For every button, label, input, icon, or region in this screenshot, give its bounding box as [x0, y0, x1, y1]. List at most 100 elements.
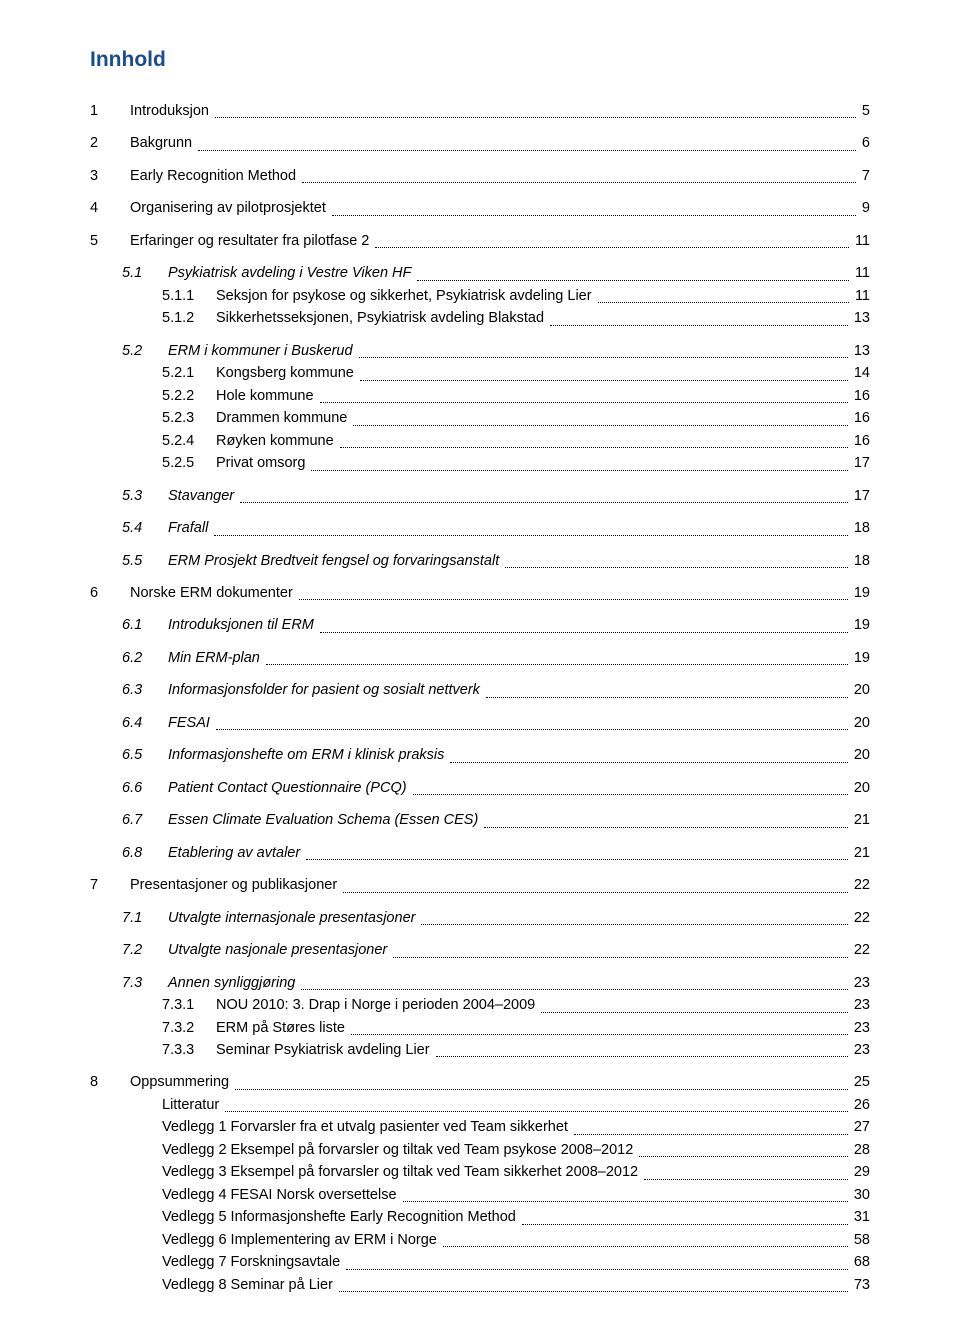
toc-entry-number: 5.2.5 — [162, 452, 216, 474]
toc-entry[interactable]: Vedlegg 7 Forskningsavtale68 — [90, 1251, 870, 1273]
toc-entry-number: 4 — [90, 197, 130, 219]
toc-entry-number: 7 — [90, 874, 130, 896]
toc-entry-page: 22 — [851, 874, 870, 896]
toc-entry-label: Informasjonsfolder for pasient og sosial… — [168, 679, 483, 701]
toc-entry-number: 7.2 — [122, 939, 168, 961]
toc-entry[interactable]: 6.2Min ERM-plan19 — [90, 647, 870, 669]
toc-entry-page: 28 — [851, 1139, 870, 1161]
toc-leader-dots — [215, 117, 856, 118]
toc-entry[interactable]: 5.1Psykiatrisk avdeling i Vestre Viken H… — [90, 262, 870, 284]
toc-entry[interactable]: 6.8Etablering av avtaler21 — [90, 842, 870, 864]
toc-entry[interactable]: 6.5Informasjonshefte om ERM i klinisk pr… — [90, 744, 870, 766]
toc-entry-number: 6.4 — [122, 712, 168, 734]
toc-leader-dots — [235, 1089, 848, 1090]
toc-entry[interactable]: 4Organisering av pilotprosjektet9 — [90, 197, 870, 219]
toc-entry[interactable]: 6.6Patient Contact Questionnaire (PCQ)20 — [90, 777, 870, 799]
toc-entry[interactable]: 5.2.5Privat omsorg17 — [90, 452, 870, 474]
toc-entry-page: 14 — [851, 362, 870, 384]
toc-entry[interactable]: Vedlegg 2 Eksempel på forvarsler og tilt… — [90, 1139, 870, 1161]
toc-entry[interactable]: 7.3Annen synliggjøring23 — [90, 972, 870, 994]
toc-leader-dots — [541, 1012, 848, 1013]
toc-entry-label: Annen synliggjøring — [168, 972, 298, 994]
toc-entry-label: Informasjonshefte om ERM i klinisk praks… — [168, 744, 447, 766]
toc-entry[interactable]: 5Erfaringer og resultater fra pilotfase … — [90, 230, 870, 252]
toc-entry-number: 5.1 — [122, 262, 168, 284]
toc-leader-dots — [240, 502, 848, 503]
toc-entry-label: Vedlegg 8 Seminar på Lier — [162, 1274, 336, 1296]
toc-leader-dots — [216, 729, 848, 730]
toc-entry-label: Sikkerhetsseksjonen, Psykiatrisk avdelin… — [216, 307, 547, 329]
toc-entry-label: Essen Climate Evaluation Schema (Essen C… — [168, 809, 481, 831]
toc-entry[interactable]: 5.1.2Sikkerhetsseksjonen, Psykiatrisk av… — [90, 307, 870, 329]
toc-leader-dots — [311, 470, 847, 471]
toc-entry[interactable]: 6.3Informasjonsfolder for pasient og sos… — [90, 679, 870, 701]
toc-entry-page: 21 — [851, 842, 870, 864]
toc-entry[interactable]: Vedlegg 1 Forvarsler fra et utvalg pasie… — [90, 1116, 870, 1138]
toc-entry-label: Min ERM-plan — [168, 647, 263, 669]
toc-entry-page: 23 — [851, 994, 870, 1016]
toc-entry[interactable]: Vedlegg 3 Eksempel på forvarsler og tilt… — [90, 1161, 870, 1183]
toc-entry-label: Vedlegg 3 Eksempel på forvarsler og tilt… — [162, 1161, 641, 1183]
toc-entry[interactable]: 6.1Introduksjonen til ERM19 — [90, 614, 870, 636]
toc-entry-label: Introduksjonen til ERM — [168, 614, 317, 636]
toc-leader-dots — [484, 827, 848, 828]
toc-entry-number: 6.8 — [122, 842, 168, 864]
toc-entry[interactable]: 5.2.4Røyken kommune16 — [90, 430, 870, 452]
toc-entry-number: 3 — [90, 165, 130, 187]
toc-entry[interactable]: Vedlegg 5 Informasjonshefte Early Recogn… — [90, 1206, 870, 1228]
toc-entry[interactable]: Litteratur26 — [90, 1094, 870, 1116]
toc-leader-dots — [522, 1224, 848, 1225]
toc-entry-label: Oppsummering — [130, 1071, 232, 1093]
toc-leader-dots — [351, 1034, 848, 1035]
toc-entry[interactable]: 5.5ERM Prosjekt Bredtveit fengsel og for… — [90, 550, 870, 572]
toc-entry[interactable]: 5.2.2Hole kommune16 — [90, 385, 870, 407]
toc-entry[interactable]: 7.3.2ERM på Støres liste23 — [90, 1017, 870, 1039]
toc-entry[interactable]: 8Oppsummering25 — [90, 1071, 870, 1093]
toc-entry[interactable]: Vedlegg 8 Seminar på Lier73 — [90, 1274, 870, 1296]
toc-entry[interactable]: 3Early Recognition Method7 — [90, 165, 870, 187]
toc-entry-page: 20 — [851, 712, 870, 734]
toc-entry[interactable]: 7.1Utvalgte internasjonale presentasjone… — [90, 907, 870, 929]
toc-page: Innhold 1Introduksjon52Bakgrunn63Early R… — [0, 0, 960, 1344]
toc-entry-page: 19 — [851, 614, 870, 636]
toc-leader-dots — [421, 924, 847, 925]
toc-entry[interactable]: 7.2Utvalgte nasjonale presentasjoner22 — [90, 939, 870, 961]
toc-entry-label: Vedlegg 6 Implementering av ERM i Norge — [162, 1229, 440, 1251]
toc-entry-page: 26 — [851, 1094, 870, 1116]
toc-entry[interactable]: Vedlegg 6 Implementering av ERM i Norge5… — [90, 1229, 870, 1251]
toc-entry-page: 9 — [859, 197, 870, 219]
toc-entry[interactable]: 7Presentasjoner og publikasjoner22 — [90, 874, 870, 896]
toc-entry-page: 23 — [851, 1017, 870, 1039]
toc-entry[interactable]: 6.4FESAI20 — [90, 712, 870, 734]
toc-entry-number: 5.2.3 — [162, 407, 216, 429]
toc-entry[interactable]: 5.4Frafall18 — [90, 517, 870, 539]
toc-leader-dots — [375, 247, 849, 248]
toc-entry[interactable]: 6Norske ERM dokumenter19 — [90, 582, 870, 604]
toc-leader-dots — [198, 150, 856, 151]
toc-leader-dots — [353, 425, 848, 426]
toc-leader-dots — [598, 302, 849, 303]
toc-entry-label: Vedlegg 7 Forskningsavtale — [162, 1251, 343, 1273]
toc-entry[interactable]: 2Bakgrunn6 — [90, 132, 870, 154]
toc-entry-number: 5.1.1 — [162, 285, 216, 307]
toc-entry-label: Psykiatrisk avdeling i Vestre Viken HF — [168, 262, 414, 284]
toc-entry[interactable]: Vedlegg 4 FESAI Norsk oversettelse30 — [90, 1184, 870, 1206]
toc-entry-page: 27 — [851, 1116, 870, 1138]
toc-entry[interactable]: 5.2.1Kongsberg kommune14 — [90, 362, 870, 384]
toc-entry[interactable]: 5.3Stavanger17 — [90, 485, 870, 507]
toc-entry-number: 5.3 — [122, 485, 168, 507]
toc-entry-label: ERM i kommuner i Buskerud — [168, 340, 356, 362]
toc-entry-label: Bakgrunn — [130, 132, 195, 154]
toc-entry[interactable]: 7.3.3Seminar Psykiatrisk avdeling Lier23 — [90, 1039, 870, 1061]
toc-leader-dots — [346, 1269, 848, 1270]
toc-entry[interactable]: 5.2.3Drammen kommune16 — [90, 407, 870, 429]
toc-entry[interactable]: 5.2ERM i kommuner i Buskerud13 — [90, 340, 870, 362]
toc-entry[interactable]: 6.7Essen Climate Evaluation Schema (Esse… — [90, 809, 870, 831]
toc-entry-number: 6.7 — [122, 809, 168, 831]
toc-entry-page: 20 — [851, 744, 870, 766]
toc-entry-page: 30 — [851, 1184, 870, 1206]
toc-entry[interactable]: 7.3.1NOU 2010: 3. Drap i Norge i periode… — [90, 994, 870, 1016]
toc-entry[interactable]: 5.1.1Seksjon for psykose og sikkerhet, P… — [90, 285, 870, 307]
toc-entry[interactable]: 1Introduksjon5 — [90, 100, 870, 122]
toc-entry-number: 6.2 — [122, 647, 168, 669]
